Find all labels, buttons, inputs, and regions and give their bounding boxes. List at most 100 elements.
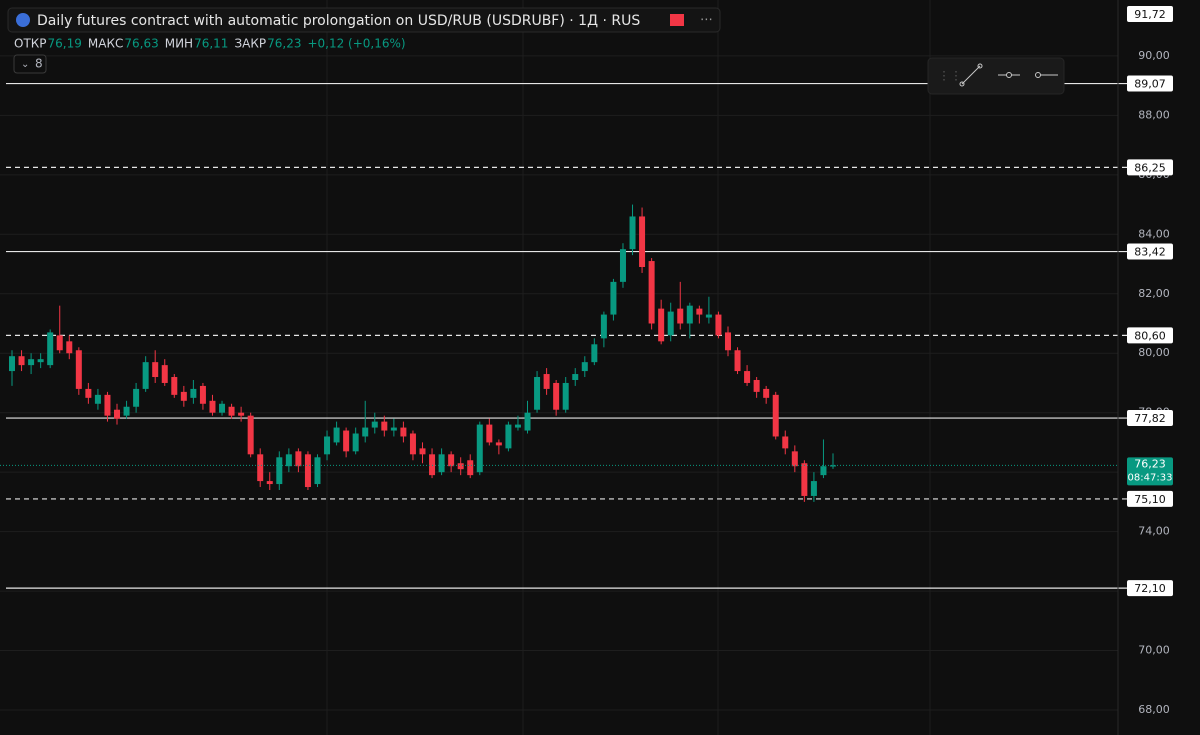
level-label-box xyxy=(1127,159,1173,176)
candle-body xyxy=(524,412,531,431)
candle-body xyxy=(495,442,502,446)
candle-body xyxy=(696,308,703,315)
candle-body xyxy=(438,454,445,473)
candle-body xyxy=(266,481,273,485)
level-label-box xyxy=(1127,6,1173,22)
candle-body xyxy=(190,388,197,398)
level-label: 89,07 xyxy=(1134,78,1166,91)
candle-body xyxy=(18,356,25,366)
chevron: ⌄ xyxy=(21,59,29,70)
candle-body xyxy=(238,412,245,416)
y-tick-label: 80,00 xyxy=(1138,346,1170,359)
candle-body xyxy=(553,382,560,410)
candle-body xyxy=(763,388,770,398)
last-price-label: 76,23 xyxy=(1134,457,1166,470)
candle-body xyxy=(304,454,311,488)
candle-body xyxy=(810,481,817,496)
title-box xyxy=(7,7,721,33)
candle-body xyxy=(352,433,359,452)
candle-body xyxy=(505,424,512,449)
candle-body xyxy=(9,356,15,372)
level-label-box xyxy=(1127,327,1173,344)
candle-body xyxy=(476,424,483,473)
y-tick-label: 74,00 xyxy=(1138,525,1170,538)
candle-body xyxy=(75,350,82,389)
grid xyxy=(326,0,931,735)
candle-body xyxy=(534,377,541,410)
candle-body xyxy=(429,454,436,476)
candle-body xyxy=(314,457,321,485)
level-label-box xyxy=(1127,75,1173,92)
candle-body xyxy=(629,216,636,250)
legend-value: 76,11 xyxy=(194,37,228,51)
symbol-icon xyxy=(16,13,30,27)
drag-handle[interactable]: ⋮⋮ xyxy=(938,69,962,83)
candle-body xyxy=(295,451,302,467)
candle-body xyxy=(171,377,178,395)
candle-body xyxy=(257,454,264,482)
tool-horizontal-ray[interactable] xyxy=(998,72,1020,78)
candle-body xyxy=(285,454,292,467)
flag-icon[interactable] xyxy=(670,14,684,26)
indicators-count[interactable]: 8 xyxy=(35,57,43,71)
level-label-box xyxy=(1127,580,1173,597)
price-axis: 68,0070,0072,0074,0076,0078,0080,0082,00… xyxy=(1127,6,1173,716)
candle-body xyxy=(47,332,54,366)
level-label: 72,10 xyxy=(1134,582,1166,595)
candle-body xyxy=(133,388,140,407)
candle-body xyxy=(104,394,111,416)
candle-body xyxy=(457,463,464,470)
candle-body xyxy=(276,457,283,485)
candle-body xyxy=(658,308,665,342)
level-label: 83,42 xyxy=(1134,246,1166,259)
candle-body xyxy=(28,359,35,366)
candle-body xyxy=(753,379,760,392)
candle-body xyxy=(686,305,693,324)
y-tick-label: 90,00 xyxy=(1138,49,1170,62)
legend-value: 76,23 xyxy=(267,37,301,51)
plot xyxy=(0,55,1128,711)
candle-body xyxy=(648,261,655,324)
toolbar xyxy=(927,57,1065,95)
candle-body xyxy=(715,314,722,336)
candle-body xyxy=(333,427,340,443)
candle-body xyxy=(791,451,798,467)
level-label: 80,60 xyxy=(1134,329,1166,342)
level-label: 91,72 xyxy=(1134,8,1166,21)
candle-body xyxy=(180,391,187,401)
candle-body xyxy=(56,335,63,351)
candle-body xyxy=(94,394,101,404)
tool-horizontal-line[interactable] xyxy=(1035,72,1059,78)
candle-body xyxy=(247,415,254,455)
candle-body xyxy=(66,341,73,354)
tool-trendline[interactable] xyxy=(959,63,983,87)
y-tick-label: 84,00 xyxy=(1138,227,1170,240)
candle-body xyxy=(782,436,789,449)
candle-body xyxy=(772,394,779,437)
candle-body xyxy=(486,424,493,443)
level-label: 75,10 xyxy=(1134,493,1166,506)
candle-body xyxy=(667,311,674,336)
candle-body xyxy=(724,332,731,351)
candle-body xyxy=(600,314,607,339)
candle-body xyxy=(381,421,388,431)
candle-body xyxy=(562,382,569,410)
candle-body xyxy=(801,463,808,496)
countdown: 08:47:33 xyxy=(1128,472,1173,483)
indicators-toggle[interactable] xyxy=(13,54,47,74)
legend-change: +0,12 (+0,16%) xyxy=(307,37,405,51)
candle-body xyxy=(448,454,455,467)
candle-body xyxy=(744,371,751,383)
legend-key: МАКС xyxy=(88,37,123,51)
candle-body xyxy=(114,409,121,419)
more-icon[interactable]: ⋯ xyxy=(700,13,713,28)
scroll-edge xyxy=(1194,0,1200,735)
candle-body xyxy=(152,362,159,378)
candle-body xyxy=(610,281,617,315)
legend-key: ЗАКР xyxy=(234,37,266,51)
candle-body xyxy=(639,216,646,268)
y-tick-label: 70,00 xyxy=(1138,644,1170,657)
